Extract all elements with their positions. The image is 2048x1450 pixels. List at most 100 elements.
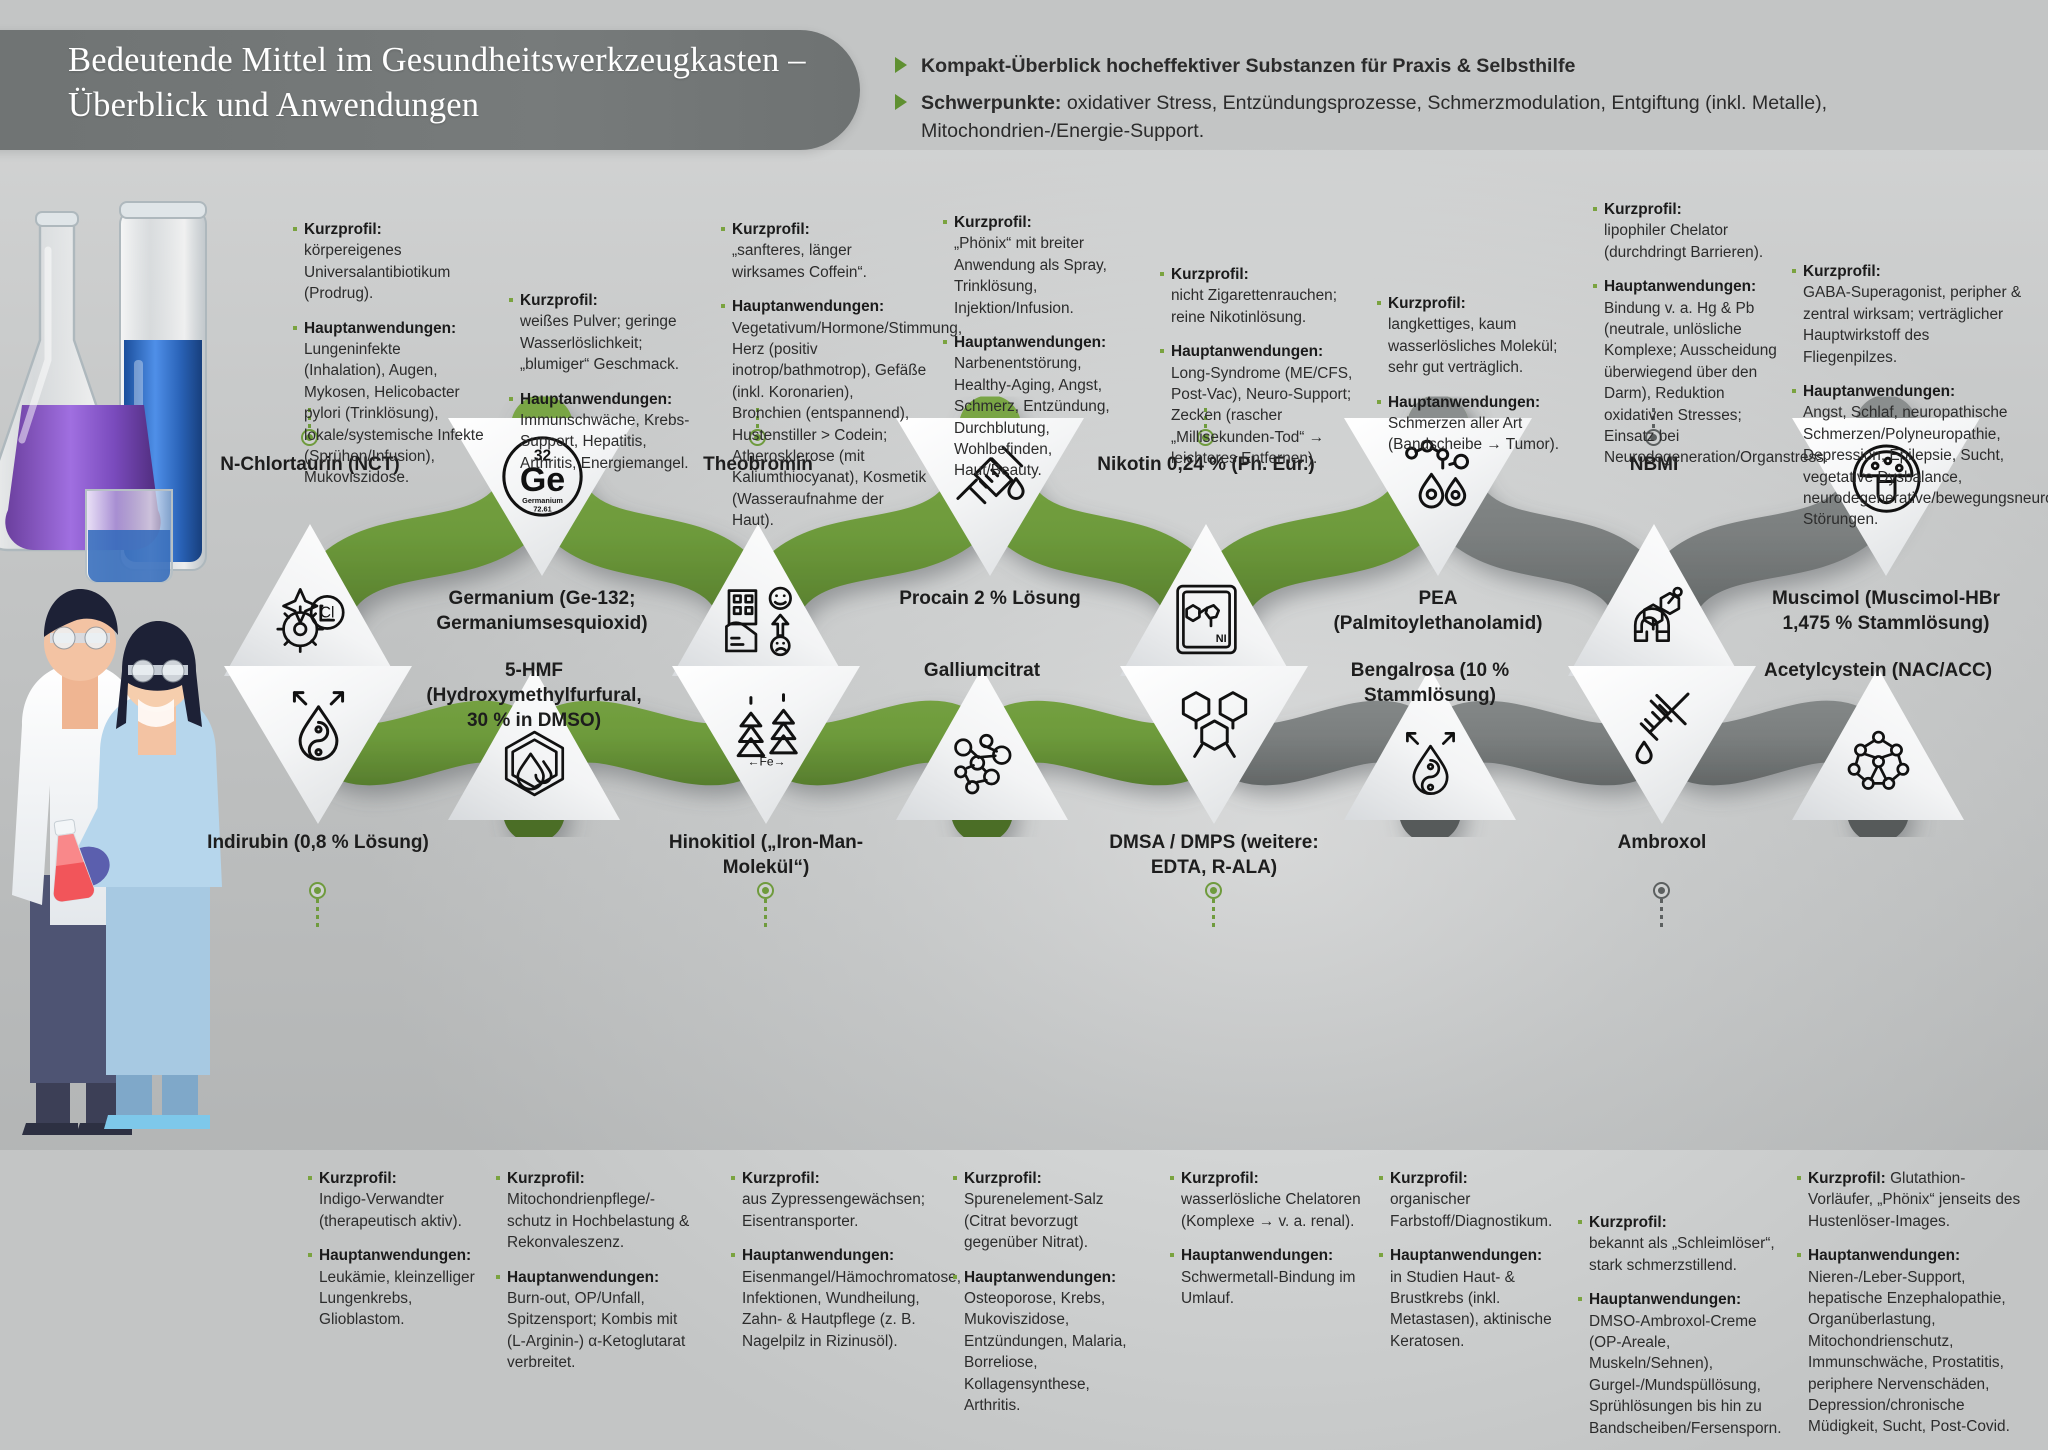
node-label-germanium: Germanium (Ge-132; Germaniumsesquioxid)	[436, 588, 648, 634]
hauptanwendungen-label: Hauptanwendungen:	[964, 1268, 1117, 1286]
hauptanwendungen-label: Hauptanwendungen:	[1390, 1247, 1543, 1265]
node-label-pea: PEA (Palmitoylethanolamid)	[1333, 588, 1543, 634]
kurzprofil-block: Kurzprofil: bekannt als „Schleimlöser“, s…	[1578, 1212, 1787, 1276]
triangle-surface	[1568, 666, 1756, 824]
hauptanwendungen-text: Leukämie, kleinzelliger Lungenkrebs, Gli…	[319, 1268, 475, 1329]
node-triangle-nac[interactable]	[1792, 668, 1964, 820]
kurzprofil-block: Kurzprofil: Spurenelement-Salz (Citrat be…	[953, 1168, 1146, 1254]
kurzprofil-text: Mitochondrienpflege/-schutz in Hochbelas…	[507, 1191, 690, 1252]
kurzprofil-label: Kurzprofil:	[1181, 1170, 1259, 1187]
hauptanwendungen-block: Hauptanwendungen: DMSO-Ambroxol-Creme (OP…	[1578, 1289, 1787, 1439]
hauptanwendungen-text: Lungeninfekte (Inhalation), Augen, Mykos…	[304, 341, 484, 487]
node-triangle-nikotin[interactable]: NI	[1120, 524, 1292, 676]
header-bullet-2: Schwerpunkte: oxidativer Stress, Entzünd…	[895, 89, 2015, 145]
connector-dmsa	[1205, 882, 1222, 928]
kurzprofil-block: Kurzprofil: körpereigenes Universalantibi…	[293, 219, 486, 305]
node-triangle-dmsa[interactable]	[1120, 666, 1308, 824]
connector-line	[1212, 899, 1215, 928]
connector-indirubin	[309, 882, 326, 928]
node-label-indirubin: Indirubin (0,8 % Lösung)	[207, 832, 429, 853]
kurzprofil-label: Kurzprofil:	[954, 214, 1032, 231]
hauptanwendungen-text: Osteoporose, Krebs, Mukoviszidose, Entzü…	[964, 1290, 1127, 1415]
connector-dot	[1205, 882, 1222, 899]
connector-dot	[1653, 882, 1670, 899]
node-triangle-ambroxol[interactable]	[1568, 666, 1756, 824]
hauptanwendungen-label: Hauptanwendungen:	[954, 334, 1107, 352]
node-triangle-theobromin[interactable]	[672, 524, 844, 676]
hauptanwendungen-block: Hauptanwendungen: Schwermetall-Bindung im…	[1170, 1245, 1361, 1309]
kurzprofil-label: Kurzprofil:	[304, 221, 382, 238]
node-triangle-indirubin[interactable]	[224, 666, 412, 824]
triangle-surface	[1120, 666, 1308, 824]
kurzprofil-label: Kurzprofil:	[1808, 1170, 1886, 1187]
kurzprofil-text: lipophiler Chelator (durchdringt Barrier…	[1604, 222, 1764, 261]
info-block-dmsa: Kurzprofil: wasserlösliche Chelatoren (Ko…	[1170, 1168, 1361, 1309]
connector-line	[1660, 899, 1663, 928]
header-bullet-1-strong: Kompakt-Überblick hocheffektiver Substan…	[921, 55, 1576, 77]
kurzprofil-block: Kurzprofil: Glutathion-Vorläufer, „Phöni…	[1797, 1168, 2022, 1232]
info-block-indirubin: Kurzprofil: Indigo-Verwandter (therapeuti…	[308, 1168, 499, 1331]
node-triangle-nct[interactable]: Cl	[224, 524, 396, 676]
hauptanwendungen-block: Hauptanwendungen: Eisenmangel/Hämochromat…	[731, 1245, 961, 1352]
kurzprofil-text: organischer Farbstoff/Diagnostikum.	[1390, 1191, 1553, 1230]
node-label-nac: Acetylcystein (NAC/ACC)	[1763, 660, 1993, 681]
kurzprofil-text: „Phönix“ mit breiter Anwendung als Spray…	[954, 235, 1107, 317]
kurzprofil-block: Kurzprofil: nicht Zigarettenrauchen; rein…	[1160, 264, 1356, 328]
kurzprofil-block: Kurzprofil: „Phönix“ mit breiter Anwendun…	[943, 212, 1136, 319]
header-bullet-2-strong: Schwerpunkte:	[921, 92, 1062, 114]
triangle-surface	[1568, 524, 1740, 676]
hauptanwendungen-block: Hauptanwendungen: Schmerzen aller Art (Ba…	[1377, 392, 1570, 456]
connector-line	[764, 899, 767, 928]
kurzprofil-label: Kurzprofil:	[1589, 1214, 1667, 1231]
hauptanwendungen-text: Long-Syndrome (ME/CFS, Post-Vac), Neuro-…	[1171, 364, 1353, 468]
scientists-illustration	[12, 589, 222, 1135]
hauptanwendungen-label: Hauptanwendungen:	[1181, 1247, 1334, 1265]
info-block-pea: Kurzprofil: langkettiges, kaum wasserlösl…	[1377, 293, 1570, 456]
kurzprofil-text: Spurenelement-Salz (Citrat bevorzugt geg…	[964, 1191, 1104, 1252]
connector-hinokitiol	[757, 882, 774, 928]
info-block-gallium: Kurzprofil: Spurenelement-Salz (Citrat be…	[953, 1168, 1146, 1416]
hauptanwendungen-text: Immunschwäche, Krebs-Support, Hepatitis,…	[520, 412, 690, 472]
hauptanwendungen-label: Hauptanwendungen:	[1604, 278, 1757, 296]
hauptanwendungen-text: in Studien Haut- & Brustkrebs (inkl. Met…	[1390, 1268, 1552, 1350]
kurzprofil-text: nicht Zigarettenrauchen; reine Nikotinlö…	[1171, 287, 1337, 326]
hauptanwendungen-text: Angst, Schlaf, neuropathische Schmerzen/…	[1803, 404, 2048, 529]
hauptanwendungen-block: Hauptanwendungen: Nieren-/Leber-Support, …	[1797, 1245, 2022, 1438]
hauptanwendungen-block: Hauptanwendungen: in Studien Haut- & Brus…	[1379, 1245, 1572, 1352]
header-banner	[0, 30, 860, 150]
kurzprofil-text: weißes Pulver; geringe Wasserlöslichkeit…	[520, 313, 680, 374]
kurzprofil-label: Kurzprofil:	[520, 292, 598, 309]
hauptanwendungen-block: Hauptanwendungen: Lungeninfekte (Inhalati…	[293, 318, 486, 489]
kurzprofil-label: Kurzprofil:	[742, 1170, 820, 1187]
node-triangle-hinokitiol[interactable]: ←Fe→	[672, 666, 860, 824]
node-triangle-gallium[interactable]	[896, 668, 1068, 820]
kurzprofil-block: Kurzprofil: „sanfteres, länger wirksames …	[721, 219, 927, 283]
info-block-theobromin: Kurzprofil: „sanfteres, länger wirksames …	[721, 219, 962, 532]
node-label-hinokitiol: Hinokitiol („Iron-Man-Molekül“)	[668, 832, 864, 878]
hauptanwendungen-text: Narbenentstörung, Healthy-Aging, Angst, …	[954, 355, 1110, 480]
hauptanwendungen-text: Schmerzen aller Art (Bandscheibe → Tumor…	[1388, 415, 1560, 454]
header-bullet-list: Kompakt-Überblick hocheffektiver Substan…	[895, 52, 2015, 154]
kurzprofil-label: Kurzprofil:	[1604, 201, 1682, 218]
hauptanwendungen-text: Eisenmangel/Hämochromatose, Infektionen,…	[742, 1268, 961, 1350]
kurzprofil-block: Kurzprofil: wasserlösliche Chelatoren (Ko…	[1170, 1168, 1361, 1232]
kurzprofil-label: Kurzprofil:	[1388, 295, 1466, 312]
hauptanwendungen-block: Hauptanwendungen: Osteoporose, Krebs, Muk…	[953, 1267, 1146, 1417]
kurzprofil-block: Kurzprofil: organischer Farbstoff/Diagnos…	[1379, 1168, 1572, 1232]
header-bullet-1: Kompakt-Überblick hocheffektiver Substan…	[895, 52, 2015, 80]
info-block-hinokitiol: Kurzprofil: aus Zypressengewächsen; Eisen…	[731, 1168, 961, 1352]
triangle-surface	[896, 668, 1068, 820]
node-label-muscimol: Muscimol (Muscimol-HBr 1,475 % Stammlösu…	[1771, 588, 2001, 634]
node-triangle-nbmi[interactable]	[1568, 524, 1740, 676]
hauptanwendungen-label: Hauptanwendungen:	[304, 319, 457, 337]
kurzprofil-label: Kurzprofil:	[507, 1170, 585, 1187]
node-label-bengalrosa: Bengalrosa (10 % Stammlösung)	[1350, 660, 1510, 706]
info-block-nct: Kurzprofil: körpereigenes Universalantibi…	[293, 219, 486, 489]
hauptanwendungen-label: Hauptanwendungen:	[520, 390, 673, 408]
header-bullet-2-rest: oxidativer Stress, Entzündungsprozesse, …	[921, 92, 1828, 142]
node-label-gallium: Galliumcitrat	[923, 660, 1041, 681]
hauptanwendungen-label: Hauptanwendungen:	[732, 298, 885, 316]
kurzprofil-label: Kurzprofil:	[732, 221, 810, 238]
kurzprofil-label: Kurzprofil:	[964, 1170, 1042, 1187]
hauptanwendungen-text: DMSO-Ambroxol-Creme (OP-Areale, Muskeln/…	[1589, 1312, 1782, 1437]
